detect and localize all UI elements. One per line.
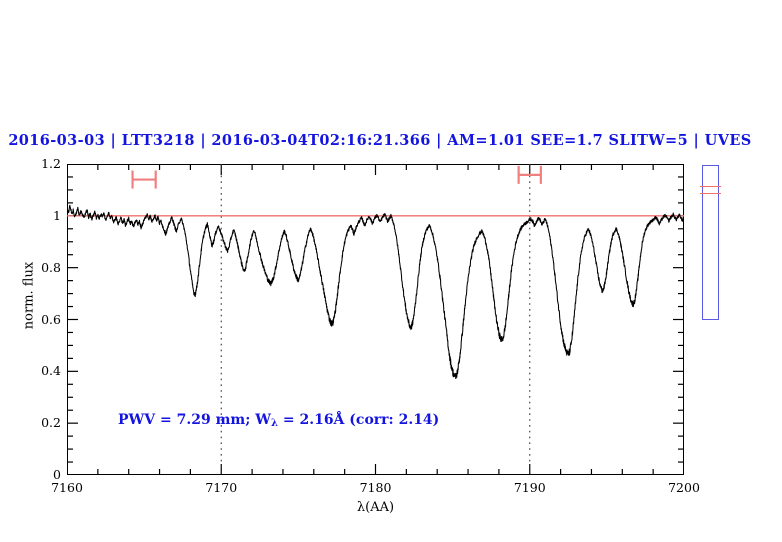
spectrum-trace: [67, 204, 684, 379]
x-tick-label: 7170: [205, 480, 238, 495]
x-tick-label: 7160: [51, 480, 83, 495]
annotation-suffix: = 2.16Å (corr: 2.14): [277, 412, 440, 428]
x-tick-label: 7180: [359, 480, 392, 495]
x-tick-label: 7190: [513, 480, 546, 495]
x-tick-label: 7200: [668, 480, 700, 495]
y-axis-label: norm. flux: [21, 261, 37, 330]
y-tick-label: 0.2: [41, 415, 61, 431]
measurement-annotation: PWV = 7.29 mm; Wλ = 2.16Å (corr: 2.14): [118, 412, 439, 429]
spectrum-plot: [67, 164, 684, 475]
y-tick-label: 1: [53, 207, 61, 223]
y-tick-label: 1.2: [41, 156, 61, 171]
x-axis-label: λ(AA): [356, 500, 395, 515]
annotation-prefix: PWV = 7.29 mm; W: [118, 412, 271, 428]
slit-indicator-line: [700, 185, 721, 188]
y-tick-label: 0: [53, 467, 61, 482]
y-tick-label: 0.8: [41, 259, 61, 275]
slit-indicator-line: [700, 192, 721, 195]
y-tick-label: 0.6: [41, 311, 61, 327]
slit-indicator-box: [702, 165, 719, 320]
plot-title: 2016-03-03 | LTT3218 | 2016-03-04T02:16:…: [8, 132, 752, 149]
y-tick-label: 0.4: [41, 363, 61, 379]
annotation-subscript: λ: [270, 418, 278, 429]
